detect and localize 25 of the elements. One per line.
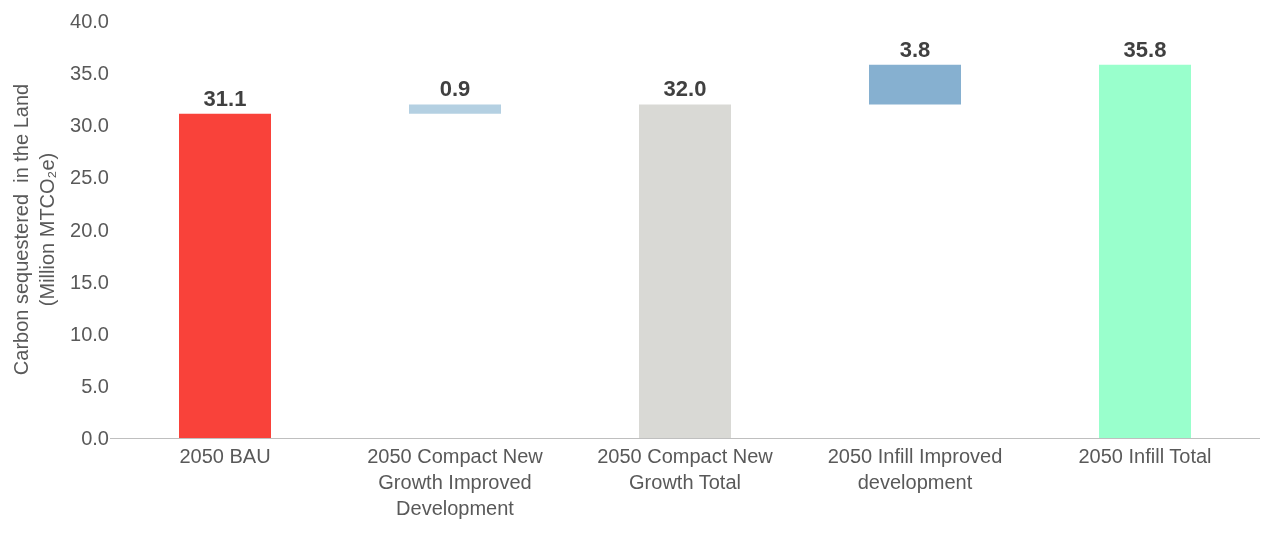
y-tick-label: 35.0: [70, 62, 109, 85]
x-tick-label: 2050 Compact New Growth Improved Development: [367, 445, 544, 519]
y-axis-title: Carbon sequestered in the Land (Million MTCO₂e): [9, 83, 58, 376]
y-tick-label: 25.0: [70, 166, 109, 189]
y-tick-label: 30.0: [70, 114, 109, 137]
x-tick-label: 2050 Compact New Growth Total: [597, 445, 774, 493]
data-label: 3.8: [899, 36, 931, 62]
y-tick-label: 20.0: [70, 218, 109, 241]
bar: [179, 113, 271, 438]
x-tick-label: 2050 BAU: [179, 445, 271, 467]
bar: [409, 104, 501, 114]
bar: [869, 64, 961, 105]
x-tick-label: 2050 Infill Total: [1078, 445, 1212, 467]
bar: [639, 104, 731, 438]
data-label: 31.1: [203, 85, 247, 111]
y-tick-label: 10.0: [70, 322, 109, 345]
data-label: 35.8: [1123, 36, 1167, 62]
bar: [1099, 64, 1191, 438]
y-tick-label: 40.0: [70, 10, 109, 32]
x-tick-label: 2050 Infill Improved development: [827, 445, 1003, 493]
y-tick-label: 5.0: [81, 374, 109, 397]
y-tick-label: 15.0: [70, 270, 109, 293]
data-label: 32.0: [663, 76, 707, 102]
y-tick-label: 0.0: [81, 427, 109, 449]
data-label: 0.9: [439, 76, 471, 102]
